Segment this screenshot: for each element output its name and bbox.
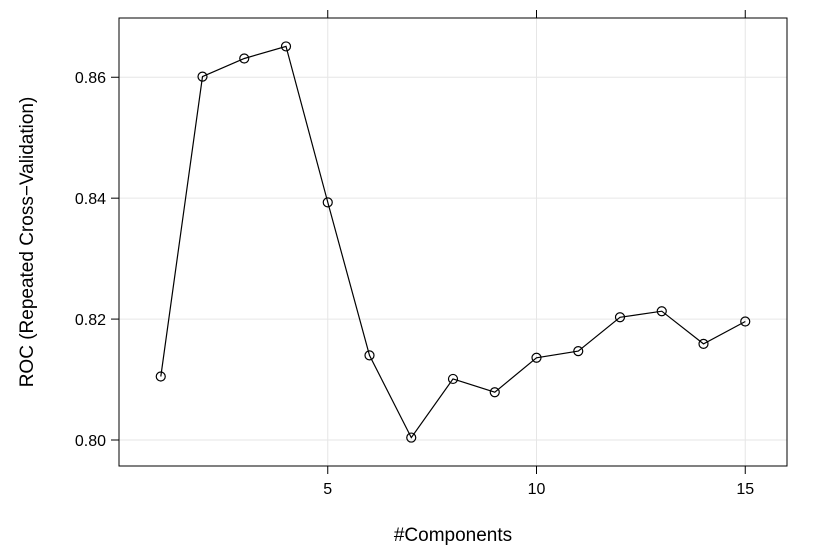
data-point bbox=[239, 53, 250, 64]
y-tick-label: 0.84 bbox=[75, 191, 106, 208]
y-tick-label: 0.80 bbox=[75, 433, 106, 450]
data-point bbox=[698, 338, 709, 349]
data-point bbox=[197, 71, 208, 82]
data-point bbox=[364, 350, 375, 361]
y-axis-title: ROC (Repeated Cross−Validation) bbox=[17, 97, 38, 388]
tick-labels: 5 10 15 0.80 0.82 0.84 0.86 bbox=[75, 70, 754, 498]
axis-ticks bbox=[111, 10, 746, 474]
data-point bbox=[280, 41, 292, 52]
y-tick-label: 0.82 bbox=[75, 312, 106, 329]
x-tick-label: 10 bbox=[528, 481, 546, 498]
data-point bbox=[573, 346, 584, 357]
plot-frame bbox=[118, 17, 788, 467]
series-line bbox=[160, 45, 746, 439]
data-point bbox=[322, 197, 333, 208]
data-point bbox=[489, 387, 500, 398]
data-point bbox=[406, 432, 417, 443]
y-tick-label: 0.86 bbox=[75, 70, 106, 87]
data-point bbox=[155, 371, 166, 382]
data-point bbox=[656, 306, 667, 317]
data-points bbox=[155, 41, 751, 443]
data-point bbox=[614, 312, 626, 323]
grid-lines bbox=[119, 18, 787, 466]
data-point bbox=[447, 373, 459, 385]
x-tick-label: 5 bbox=[323, 481, 332, 498]
data-point bbox=[531, 352, 542, 363]
x-axis-title: #Components bbox=[394, 525, 512, 546]
x-tick-label: 15 bbox=[736, 481, 754, 498]
data-point bbox=[740, 316, 751, 327]
